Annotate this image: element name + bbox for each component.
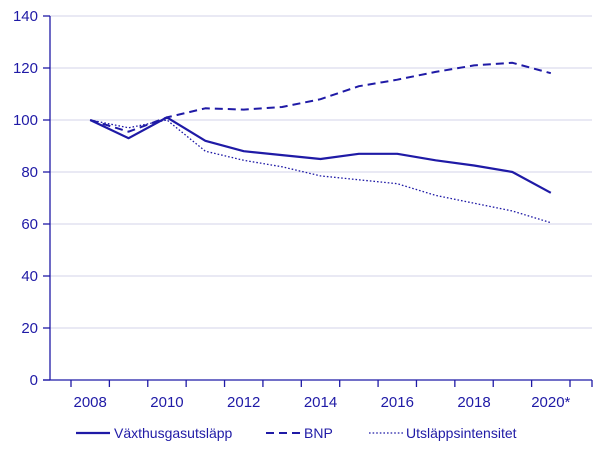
legend: Växthusgasutsläpp BNP Utsläppsintensitet <box>76 425 517 441</box>
axes <box>43 15 593 387</box>
series-line-bnp <box>89 61 552 133</box>
x-tick-label: 2010 <box>150 394 183 411</box>
x-tick-label: 2014 <box>304 394 337 411</box>
y-tick-label: 20 <box>21 320 38 337</box>
legend-label: Växthusgasutsläpp <box>114 425 233 441</box>
gridlines <box>50 15 592 329</box>
y-tick-label: 40 <box>21 268 38 285</box>
x-tick-labels: 2008 2010 2012 2014 2016 2018 2020* <box>74 394 571 411</box>
x-tick-label: 2020* <box>531 394 570 411</box>
y-tick-label: 60 <box>21 216 38 233</box>
y-tick-label: 0 <box>30 372 38 389</box>
series-line-utsläppsintensitet <box>90 119 551 224</box>
x-tick-label: 2018 <box>457 394 490 411</box>
y-tick-label: 100 <box>13 112 38 129</box>
x-tick-label: 2008 <box>74 394 107 411</box>
series-lines <box>89 61 552 224</box>
x-tick-label: 2016 <box>381 394 414 411</box>
legend-label: BNP <box>304 425 333 441</box>
legend-label: Utsläppsintensitet <box>406 425 517 441</box>
y-tick-label: 120 <box>13 60 38 77</box>
series-line-växthusgasutsläpp <box>89 116 552 194</box>
y-tick-labels: 0 20 40 60 80 100 120 140 <box>13 8 38 389</box>
y-tick-label: 80 <box>21 164 38 181</box>
y-tick-label: 140 <box>13 8 38 25</box>
x-tick-label: 2012 <box>227 394 260 411</box>
